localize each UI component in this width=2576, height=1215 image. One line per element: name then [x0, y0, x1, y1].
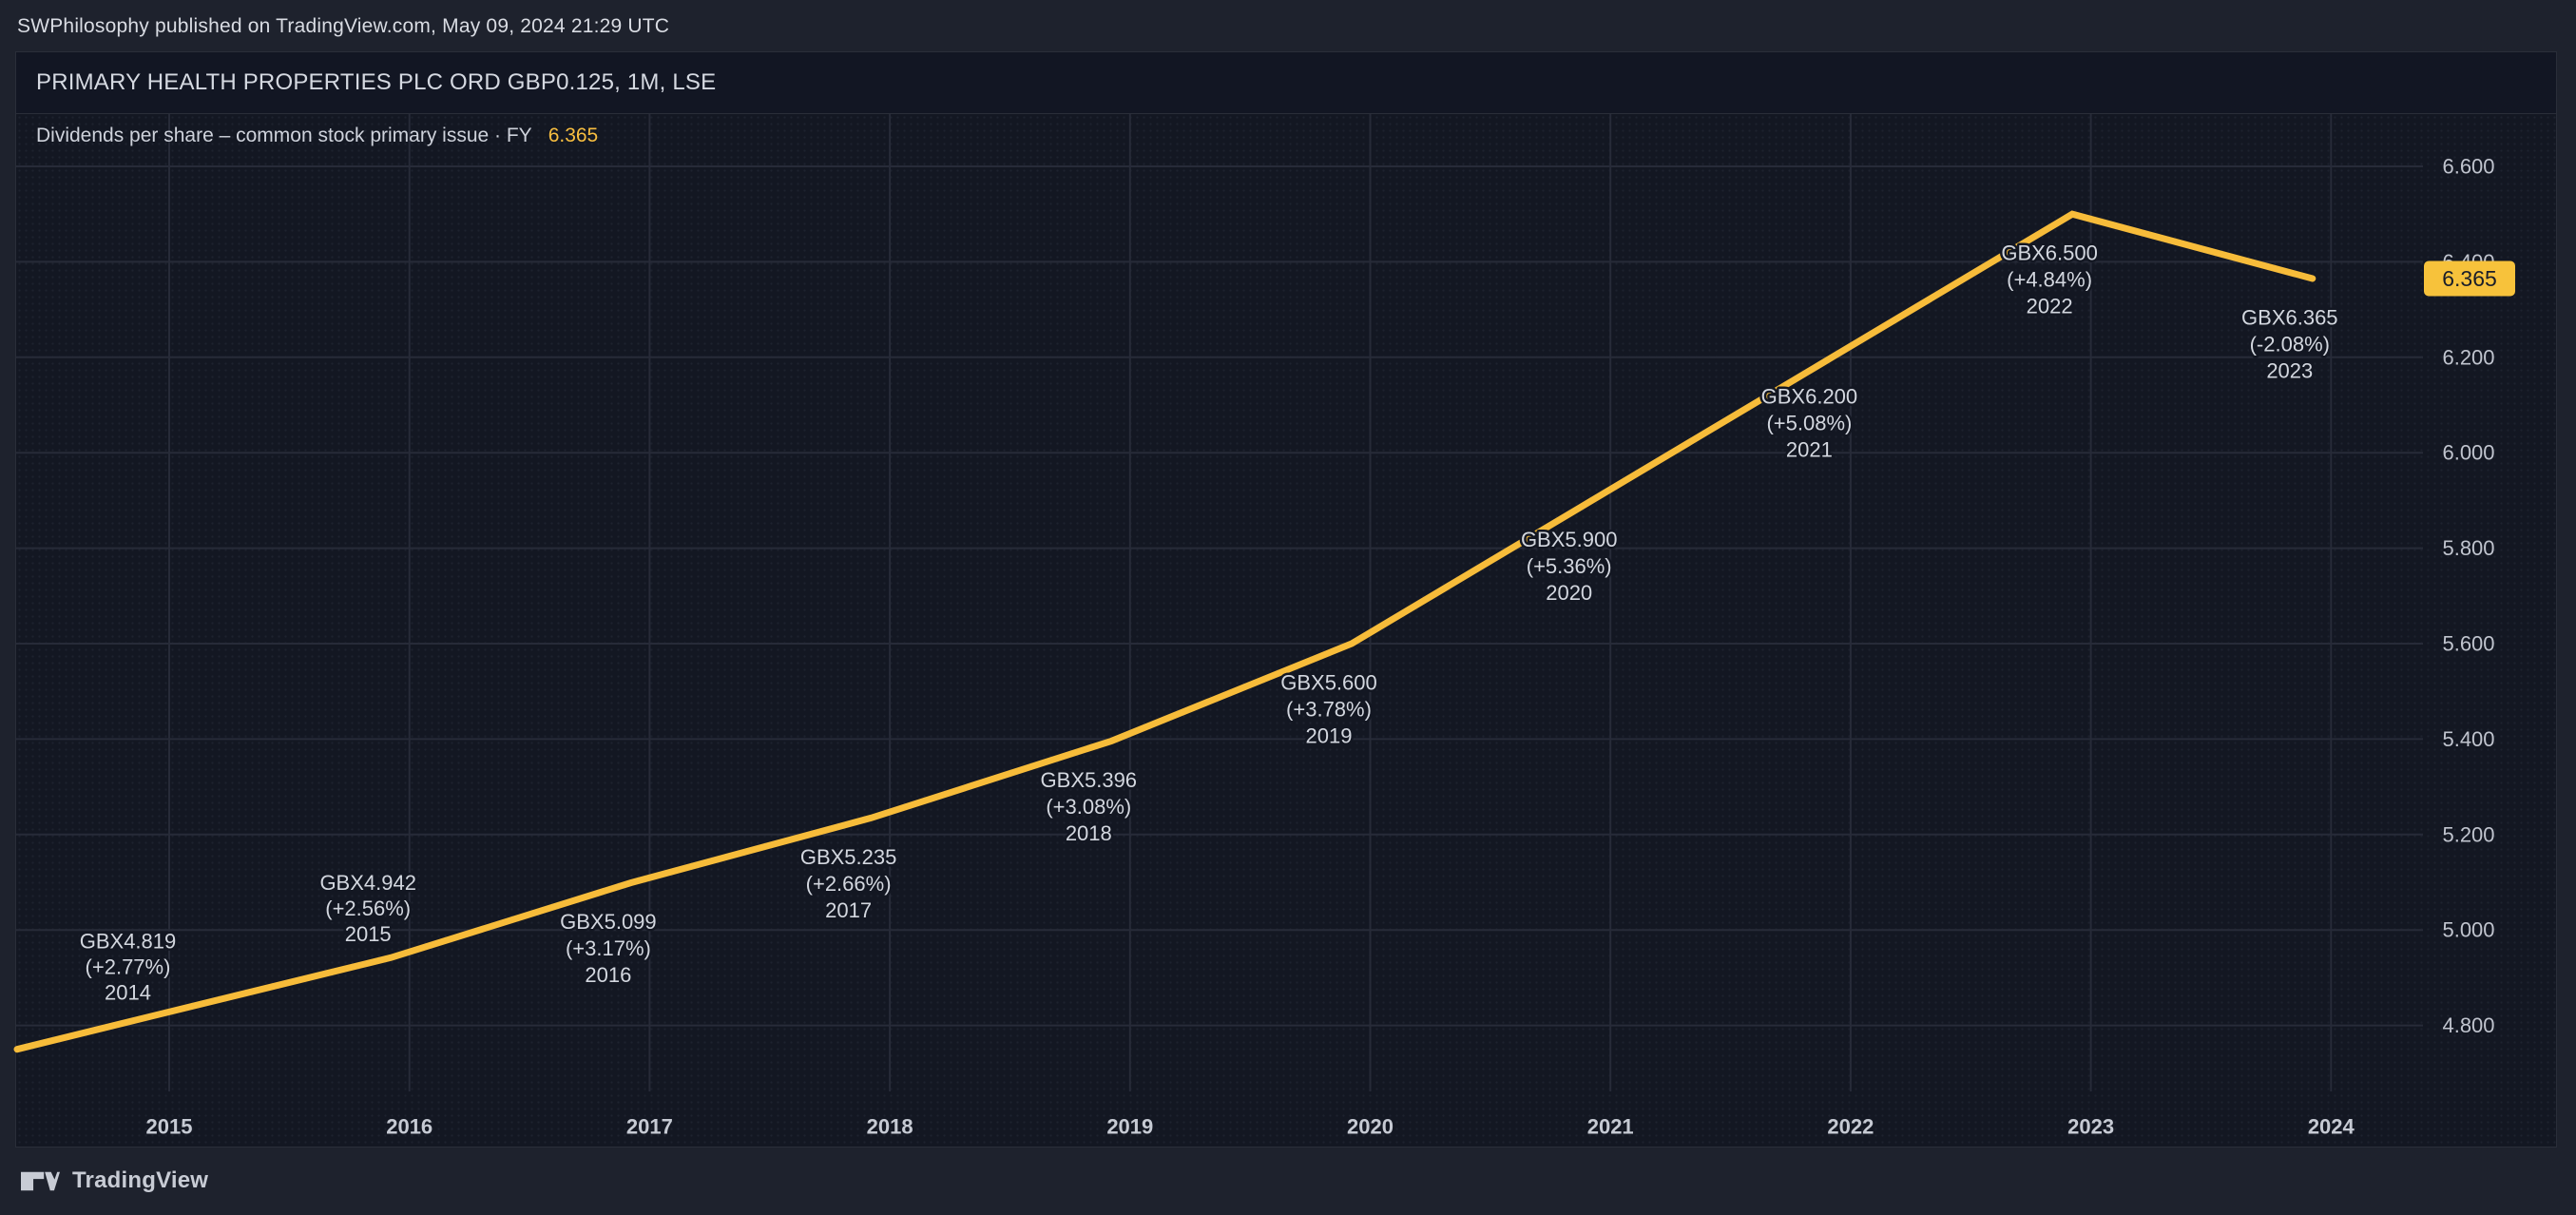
symbol-title: PRIMARY HEALTH PROPERTIES PLC ORD GBP0.1…: [36, 69, 717, 95]
footer: TradingView: [21, 1167, 208, 1195]
indicator-legend-value: 6.365: [548, 125, 599, 146]
chart-title-bar: PRIMARY HEALTH PROPERTIES PLC ORD GBP0.1…: [16, 52, 2556, 114]
chart-frame: PRIMARY HEALTH PROPERTIES PLC ORD GBP0.1…: [15, 51, 2557, 1148]
indicator-legend[interactable]: Dividends per share – common stock prima…: [36, 123, 598, 149]
chart-plot-area[interactable]: Dividends per share – common stock prima…: [16, 114, 2556, 1147]
attribution-line: SWPhilosophy published on TradingView.co…: [17, 15, 670, 37]
tradingview-logo-icon[interactable]: [21, 1171, 60, 1191]
tradingview-wordmark[interactable]: TradingView: [72, 1167, 209, 1193]
indicator-legend-label: Dividends per share – common stock prima…: [36, 125, 532, 146]
